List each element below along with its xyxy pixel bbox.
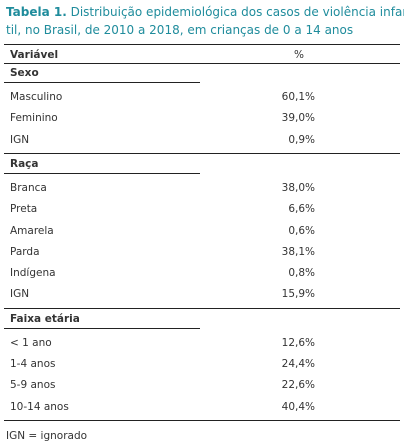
rule bbox=[4, 63, 400, 64]
page: Tabela 1. Distribuição epidemiológica do… bbox=[4, 4, 404, 442]
row-label: Masculino bbox=[10, 91, 63, 103]
row-value: 24,4% bbox=[281, 358, 315, 370]
row-value: 6,6% bbox=[288, 203, 315, 216]
header-cell: % bbox=[294, 49, 304, 61]
row-value: 12,6% bbox=[281, 336, 315, 349]
title-line: Tabela 1. Distribuição epidemiológica do… bbox=[6, 4, 404, 20]
rule bbox=[4, 44, 400, 45]
row-label: IGN bbox=[10, 288, 30, 301]
header-cell: Variável bbox=[10, 49, 59, 61]
row-value: 15,9% bbox=[281, 288, 315, 301]
row-label: IGN bbox=[10, 133, 30, 146]
row-label: 5-9 anos bbox=[10, 379, 56, 392]
section-name: Sexo bbox=[10, 67, 39, 79]
title-line: til, no Brasil, de 2010 a 2018, em crian… bbox=[6, 22, 353, 38]
section-name: Faixa etária bbox=[10, 312, 80, 325]
section-rule bbox=[4, 327, 200, 329]
section-name: Raça bbox=[10, 157, 39, 170]
row-label: Branca bbox=[10, 181, 47, 194]
title-text: Distribuição epidemiológica dos casos de… bbox=[70, 5, 404, 19]
row-label: Feminino bbox=[10, 112, 58, 125]
row-value: 0,9% bbox=[288, 133, 315, 146]
section-rule bbox=[4, 172, 200, 174]
section-rule bbox=[4, 82, 200, 83]
rule bbox=[4, 152, 400, 154]
row-value: 38,1% bbox=[281, 245, 315, 258]
row-label: Amarela bbox=[10, 224, 54, 237]
title-text: til, no Brasil, de 2010 a 2018, em crian… bbox=[6, 23, 354, 37]
row-value: 0,6% bbox=[288, 224, 315, 237]
row-label: < 1 ano bbox=[10, 336, 52, 349]
row-label: Indígena bbox=[10, 267, 56, 280]
rule bbox=[4, 419, 400, 421]
row-value: 40,4% bbox=[281, 400, 315, 413]
row-label: Parda bbox=[10, 245, 40, 258]
title-label: Tabela 1. bbox=[6, 5, 67, 19]
row-value: 22,6% bbox=[281, 379, 315, 392]
row-value: 38,0% bbox=[281, 181, 315, 194]
rule bbox=[4, 307, 400, 309]
row-value: 60,1% bbox=[281, 91, 315, 103]
row-label: 10-14 anos bbox=[10, 400, 69, 413]
row-label: Preta bbox=[10, 203, 38, 216]
row-label: 1-4 anos bbox=[10, 358, 56, 370]
row-value: 0,8% bbox=[288, 267, 315, 280]
row-value: 39,0% bbox=[281, 112, 315, 125]
